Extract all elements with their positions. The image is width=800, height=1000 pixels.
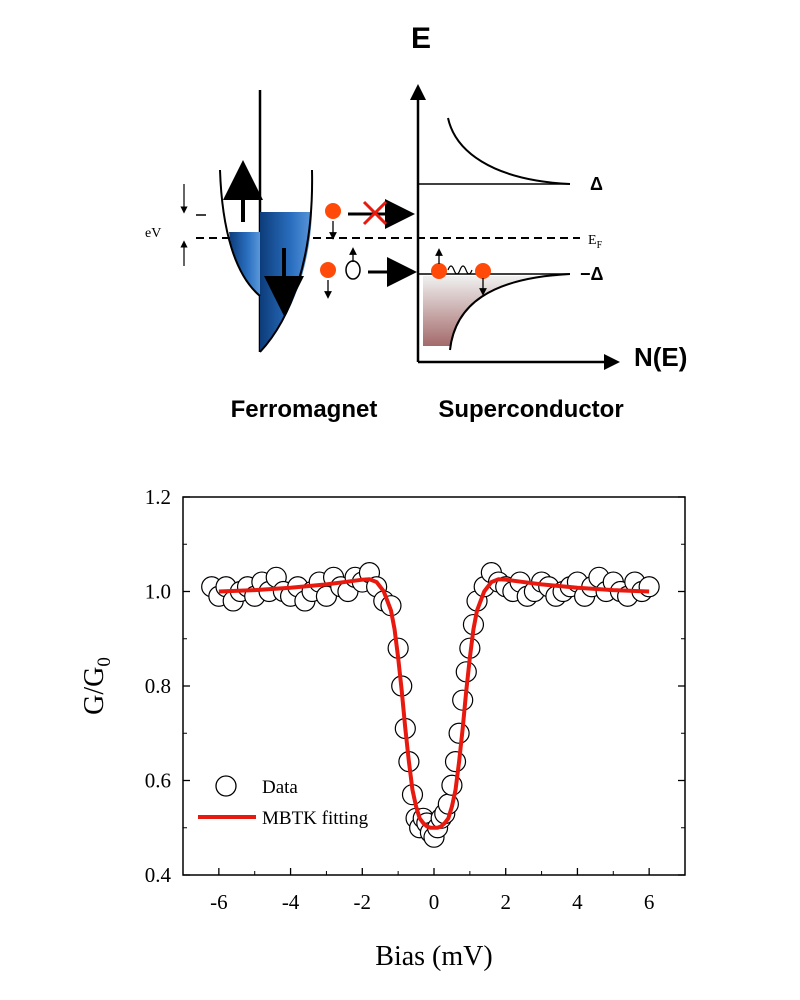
band-schematic: E N(E) Δ −Δ EF eV — [145, 22, 687, 423]
x-tick-label: 2 — [500, 890, 511, 914]
x-tick-label: -2 — [354, 890, 372, 914]
y-axis-label: G/G0 — [79, 657, 115, 715]
fermi-label: EF — [588, 233, 603, 251]
electron-incident — [320, 262, 336, 278]
y-ticks: 0.4 0.6 0.8 1.0 1.2 — [145, 485, 685, 887]
dos-axis-label: N(E) — [634, 342, 687, 372]
x-ticks: -6 -4 -2 0 2 4 6 — [182, 868, 686, 914]
reflected-hole — [345, 260, 361, 280]
fit-curve-layer — [218, 577, 650, 830]
blocked-cross-line-b — [362, 200, 388, 226]
ferromagnet-caption: Ferromagnet — [231, 396, 378, 423]
y-tick-label: 0.8 — [145, 674, 171, 698]
fit-curve — [218, 577, 650, 830]
x-axis-label: Bias (mV) — [375, 941, 492, 972]
x-tick-label: -6 — [210, 890, 228, 914]
data-point — [448, 722, 470, 744]
electron-blocked — [325, 203, 341, 219]
cooper-pair-bond — [447, 265, 473, 275]
legend-fit-label: MBTK fitting — [262, 808, 369, 829]
y-tick-label: 0.4 — [145, 863, 172, 887]
upper-coherence-peak — [447, 117, 571, 185]
superconductor-caption: Superconductor — [438, 396, 623, 423]
legend: Data MBTK fitting — [198, 775, 369, 829]
x-tick-label: 0 — [429, 890, 440, 914]
legend-data-marker — [215, 775, 237, 797]
superconductor-filled-states — [423, 276, 570, 346]
conductance-chart: -6 -4 -2 0 2 4 6 0.4 0.6 0.8 1.0 1.2 Bias (mV) G/G… — [79, 485, 686, 972]
spin-up-band-edge — [219, 169, 261, 297]
cooper-electron-1 — [431, 263, 447, 279]
x-tick-label: 6 — [644, 890, 655, 914]
energy-axis-label: E — [411, 22, 431, 55]
data-point — [452, 689, 474, 711]
data-point — [444, 750, 467, 773]
energy-axis-arrowhead — [410, 84, 426, 100]
ev-label: eV — [145, 226, 161, 241]
dos-axis-arrowhead — [604, 354, 620, 370]
y-tick-label: 0.6 — [145, 769, 171, 793]
delta-label: Δ — [590, 174, 603, 194]
lower-coherence-peak — [449, 273, 571, 351]
y-tick-label: 1.0 — [145, 580, 171, 604]
minus-delta-label: −Δ — [580, 264, 604, 284]
x-tick-label: -4 — [282, 890, 300, 914]
legend-data-label: Data — [262, 777, 298, 798]
cooper-electron-2 — [475, 263, 491, 279]
x-tick-label: 4 — [572, 890, 583, 914]
data-point — [638, 576, 660, 598]
spin-up-band-fill — [229, 232, 260, 296]
y-tick-label: 1.2 — [145, 485, 171, 509]
data-points-layer — [201, 561, 660, 848]
